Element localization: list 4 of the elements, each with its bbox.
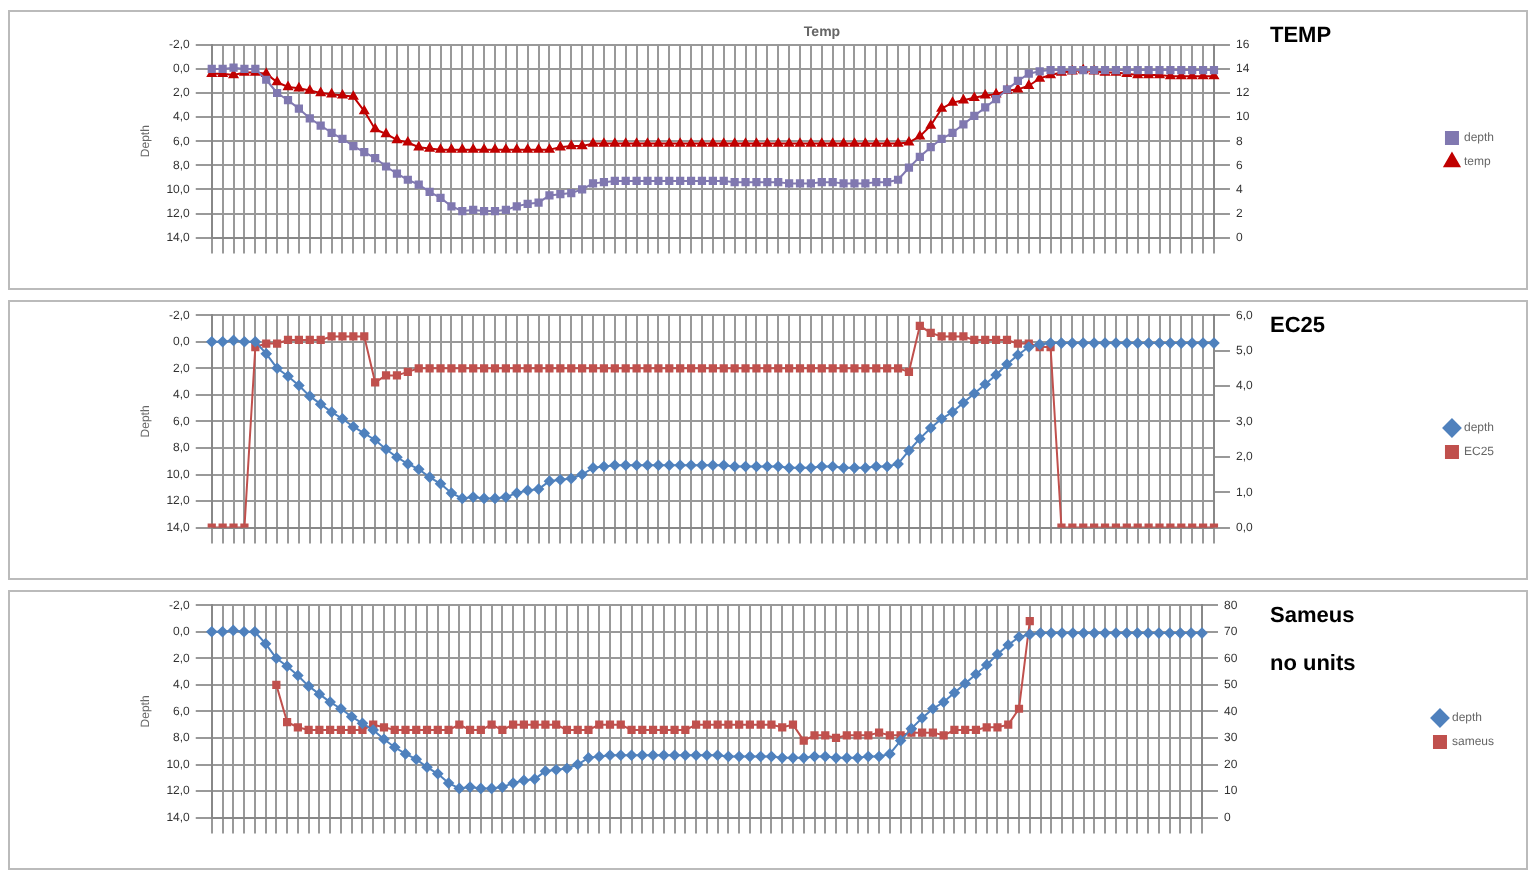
text: Sameus: [1270, 604, 1356, 628]
text: EC25: [1270, 314, 1326, 338]
text: TEMP: [1270, 24, 1332, 48]
text: no units: [1270, 652, 1356, 676]
